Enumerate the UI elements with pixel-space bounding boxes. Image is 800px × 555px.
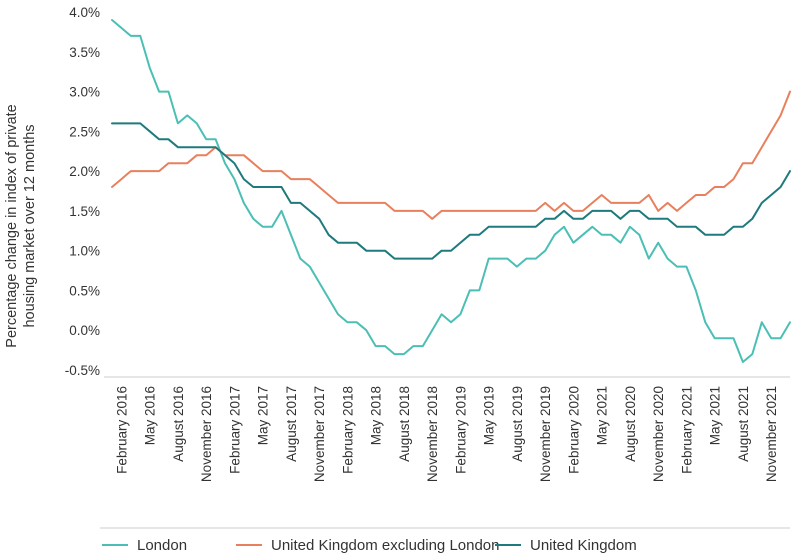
x-tick-label: May 2018	[369, 386, 384, 445]
y-tick-label: 2.0%	[69, 164, 100, 179]
y-tick-label: 3.5%	[69, 45, 100, 60]
series-line-united-kingdom-excluding-london	[111, 90, 791, 220]
x-tick-label: August 2017	[284, 386, 299, 462]
series-line-london	[111, 19, 791, 363]
y-tick-label: 0.0%	[69, 323, 100, 338]
x-tick-label: May 2019	[482, 386, 497, 445]
y-tick-label: 1.5%	[69, 204, 100, 219]
y-tick-label: 3.0%	[69, 85, 100, 100]
x-tick-label: November 2017	[312, 386, 327, 482]
x-tick-label: November 2018	[425, 386, 440, 482]
x-tick-label: August 2018	[397, 386, 412, 462]
y-tick-label: 0.5%	[69, 283, 100, 298]
legend-label: United Kingdom excluding London	[271, 537, 500, 554]
legend-label: London	[137, 537, 187, 554]
y-axis-title: Percentage change in index of private hou…	[4, 104, 38, 347]
x-tick-label: August 2016	[171, 386, 186, 462]
series-line-united-kingdom	[111, 122, 791, 260]
x-tick-label: August 2020	[623, 386, 638, 462]
x-tick-label: February 2020	[566, 386, 581, 474]
y-axis-label: Percentage change in index of private hou…	[4, 104, 38, 347]
x-tick-label: August 2019	[510, 386, 525, 462]
x-tick-labels: February 2016 May 2016 August 2016 November…	[114, 386, 779, 482]
legend-label: United Kingdom	[530, 537, 637, 554]
x-tick-label: May 2016	[143, 386, 158, 445]
x-tick-label: May 2021	[595, 386, 610, 445]
y-tick-label: -0.5%	[65, 363, 100, 378]
y-tick-label: 4.0%	[69, 5, 100, 20]
x-tick-label: November 2016	[199, 386, 214, 482]
series-lines	[111, 19, 791, 363]
x-tick-label: February 2019	[453, 386, 468, 474]
x-tick-label: November 2019	[538, 386, 553, 482]
x-tick-label: August 2021	[736, 386, 751, 462]
x-tick-label: February 2021	[679, 386, 694, 474]
y-tick-label: 1.0%	[69, 244, 100, 259]
x-tick-label: May 2021	[708, 386, 723, 445]
x-tick-label: February 2016	[114, 386, 129, 474]
x-tick-label: February 2018	[340, 386, 355, 474]
y-tick-label: 2.5%	[69, 124, 100, 139]
legend: London United Kingdom excluding London Uni…	[102, 537, 637, 554]
x-tick-label: May 2017	[256, 386, 271, 445]
x-tick-label: November 2020	[651, 386, 666, 482]
x-tick-label: November 2021	[764, 386, 779, 482]
x-tick-label: February 2017	[227, 386, 242, 474]
y-tick-labels: -0.5% 0.0% 0.5% 1.0% 1.5% 2.0% 2.5% 3.0% 3.5% 4.0…	[65, 5, 100, 378]
